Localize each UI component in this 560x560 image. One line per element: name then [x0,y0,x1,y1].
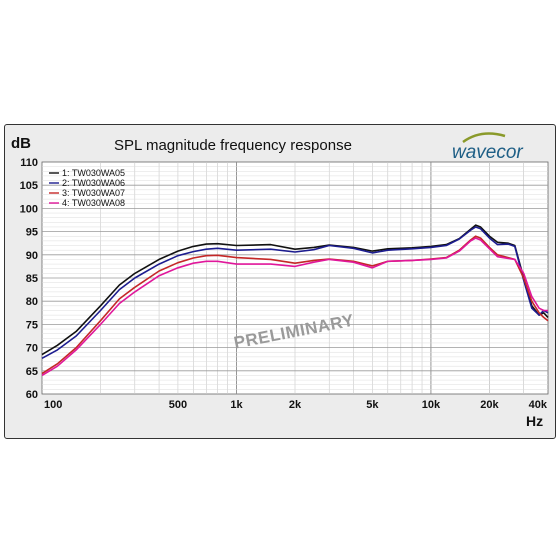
logo-arc-icon [462,132,506,144]
chart-frame: dB SPL magnitude frequency response wave… [4,124,556,439]
legend-entry: 2: TW030WA06 [62,178,125,188]
series-lines [41,224,549,377]
y-tick-label: 70 [26,343,38,355]
legend-entry: 4: TW030WA08 [62,198,125,208]
chart-title: SPL magnitude frequency response [114,137,352,154]
x-tick-label: 40k [529,399,548,411]
y-tick-label: 90 [26,250,38,262]
y-axis-label: dB [11,135,31,152]
y-tick-label: 95 [26,227,38,239]
x-tick-label: 1k [230,399,243,411]
x-tick-label: 500 [169,399,187,411]
y-tick-label: 85 [26,273,38,285]
series-line-1 [41,224,549,356]
x-tick-label: 20k [480,399,499,411]
y-tick-label: 75 [26,319,38,331]
legend-entry: 3: TW030WA07 [62,188,125,198]
x-tick-label: 100 [44,399,62,411]
brand-name: wavecor [452,142,523,163]
y-tick-label: 100 [20,203,38,215]
spl-chart: dB SPL magnitude frequency response wave… [11,132,549,429]
y-ticks: 60 65 70 75 80 85 90 95 100 105 110 [20,157,38,401]
legend-entry: 1: TW030WA05 [62,168,125,178]
y-tick-label: 60 [26,389,38,401]
x-tick-label: 5k [366,399,379,411]
y-tick-label: 105 [20,180,38,192]
wavecor-logo: wavecor [452,132,523,163]
y-tick-label: 80 [26,296,38,308]
x-axis-label: Hz [526,413,543,429]
y-tick-label: 65 [26,366,38,378]
series-line-2 [41,226,549,360]
y-tick-label: 110 [20,157,38,169]
series-line-4 [41,237,548,377]
x-tick-label: 10k [422,399,441,411]
x-ticks: 100 500 1k 2k 5k 10k 20k 40k [44,399,548,411]
x-tick-label: 2k [289,399,302,411]
